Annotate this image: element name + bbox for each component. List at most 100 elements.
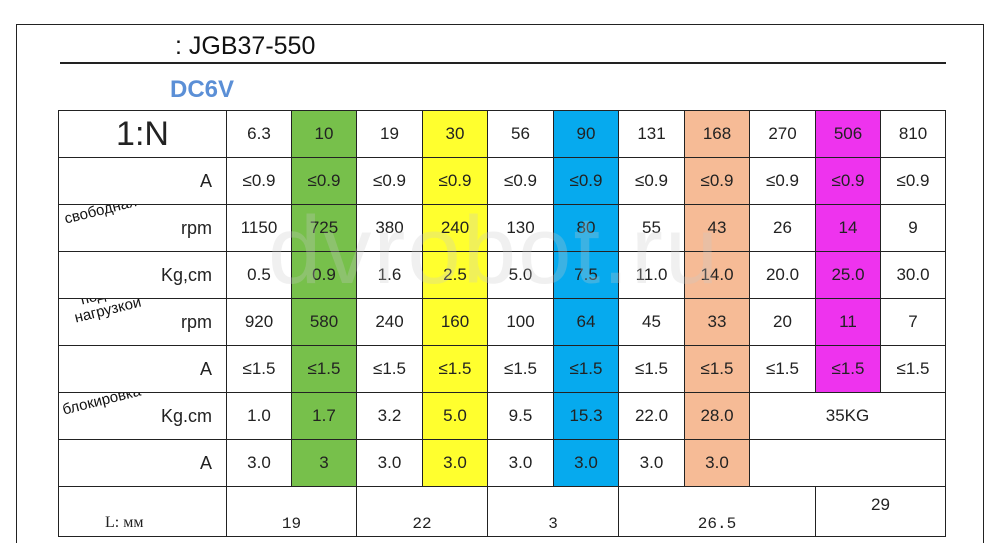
row-label: Kg,cm [58,251,227,299]
ratio-label: 1:N [58,110,227,158]
value-cell: ≤0.9 [880,157,946,205]
length-row: L: мм 19 22 3 26.5 29 [58,486,946,537]
load-current-row: A ≤1.5 ≤1.5 ≤1.5 ≤1.5 ≤1.5 ≤1.5 ≤1.5 ≤1.… [58,345,946,393]
ratio-cell: 506 [815,110,881,158]
row-label: rpm [181,217,212,238]
value-cell: ≤1.5 [356,345,423,393]
row-label: A [58,157,227,205]
section-label-stall: блокировка [60,392,143,419]
value-cell: ≤1.5 [880,345,946,393]
value-cell: 1.6 [356,251,423,299]
ratio-cell: 6.3 [226,110,292,158]
free-current-row: A ≤0.9 ≤0.9 ≤0.9 ≤0.9 ≤0.9 ≤0.9 ≤0.9 ≤0.… [58,157,946,205]
value-cell: ≤1.5 [815,345,881,393]
ratio-cell: 56 [487,110,554,158]
row-label: Kg.cm [160,405,212,426]
title-divider [60,62,946,64]
value-cell: ≤0.9 [815,157,881,205]
value-cell: 3.0 [618,439,685,487]
ratio-cell: 90 [553,110,619,158]
value-cell: ≤1.5 [487,345,554,393]
row-label: A [58,345,227,393]
value-cell: 11 [815,298,881,346]
value-cell: 0.9 [291,251,357,299]
row-label: L: мм [58,486,227,537]
value-cell: 0.5 [226,251,292,299]
value-cell: 80 [553,204,619,252]
value-cell: ≤0.9 [487,157,554,205]
value-cell: ≤1.5 [422,345,488,393]
value-cell: 1.7 [291,392,357,440]
length-cell: 26.5 [618,486,816,537]
sheet-frame [16,24,984,543]
row-label: rpm [181,311,212,332]
row-label-cell: свободная rpm [58,204,227,252]
row-label: A [58,439,227,487]
value-cell: 15.3 [553,392,619,440]
empty-cell [749,439,946,487]
stall-torque-row: блокировка Kg.cm 1.0 1.7 3.2 5.0 9.5 15.… [58,392,946,440]
value-cell: 7.5 [553,251,619,299]
value-cell: 9.5 [487,392,554,440]
ratio-cell: 30 [422,110,488,158]
row-label-cell: блокировка Kg.cm [58,392,227,440]
value-cell: 1.0 [226,392,292,440]
free-speed-row: свободная rpm 1150 725 380 240 130 80 55… [58,204,946,252]
model-title: : JGB37-550 [175,32,316,60]
value-cell: 25.0 [815,251,881,299]
load-torque-row: Kg,cm 0.5 0.9 1.6 2.5 5.0 7.5 11.0 14.0 … [58,251,946,299]
value-cell: ≤0.9 [749,157,816,205]
ratio-row: 1:N 6.3 10 19 30 56 90 131 168 270 506 8… [58,110,946,158]
value-cell: 380 [356,204,423,252]
value-cell: 3.0 [553,439,619,487]
value-cell: 33 [684,298,750,346]
value-cell: 9 [880,204,946,252]
value-cell: 3.0 [422,439,488,487]
value-cell: 14.0 [684,251,750,299]
ratio-cell: 810 [880,110,946,158]
value-cell: 43 [684,204,750,252]
value-cell: ≤1.5 [684,345,750,393]
value-cell: 3.0 [487,439,554,487]
value-cell: ≤1.5 [226,345,292,393]
value-cell: ≤0.9 [422,157,488,205]
value-cell: 5.0 [422,392,488,440]
value-cell: 240 [422,204,488,252]
value-cell: ≤0.9 [618,157,685,205]
ratio-cell: 168 [684,110,750,158]
value-cell: 580 [291,298,357,346]
ratio-cell: 19 [356,110,423,158]
value-cell: ≤1.5 [618,345,685,393]
value-cell: ≤0.9 [356,157,423,205]
value-cell: 920 [226,298,292,346]
value-cell: ≤0.9 [553,157,619,205]
value-cell: 3 [291,439,357,487]
value-cell: ≤0.9 [684,157,750,205]
value-cell: 5.0 [487,251,554,299]
ratio-cell: 10 [291,110,357,158]
value-cell: 20.0 [749,251,816,299]
value-cell: 55 [618,204,685,252]
spec-table: 1:N 6.3 10 19 30 56 90 131 168 270 506 8… [58,110,946,537]
merged-value-cell: 35KG [749,392,946,440]
length-cell: 22 [356,486,488,537]
ratio-cell: 131 [618,110,685,158]
value-cell: 7 [880,298,946,346]
value-cell: ≤1.5 [291,345,357,393]
stall-current-row: A 3.0 3 3.0 3.0 3.0 3.0 3.0 3.0 [58,439,946,487]
value-cell: 1150 [226,204,292,252]
value-cell: 45 [618,298,685,346]
length-cell: 29 [815,486,946,537]
value-cell: 28.0 [684,392,750,440]
voltage-label: DC6V [170,76,235,103]
value-cell: ≤1.5 [749,345,816,393]
value-cell: 64 [553,298,619,346]
value-cell: ≤1.5 [553,345,619,393]
row-label-cell: под нагрузкой rpm [58,298,227,346]
load-speed-row: под нагрузкой rpm 920 580 240 160 100 64… [58,298,946,346]
value-cell: ≤0.9 [291,157,357,205]
value-cell: 3.2 [356,392,423,440]
ratio-cell: 270 [749,110,816,158]
value-cell: 240 [356,298,423,346]
value-cell: 22.0 [618,392,685,440]
